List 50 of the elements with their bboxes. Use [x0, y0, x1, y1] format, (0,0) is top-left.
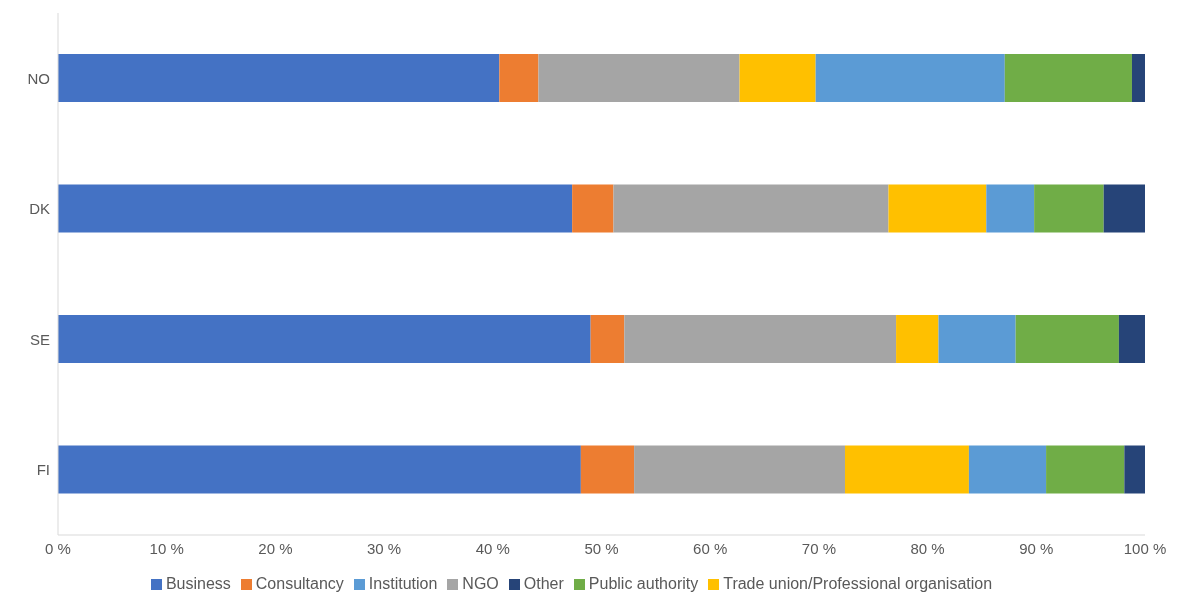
- bar: [538, 54, 740, 102]
- legend-label: Other: [523, 575, 564, 592]
- bar: [1004, 54, 1132, 102]
- bar: [896, 315, 939, 363]
- bar: [572, 184, 614, 233]
- legend-label: Public authority: [588, 575, 699, 592]
- bar: [58, 445, 581, 494]
- x-tick-label: 50 %: [584, 539, 619, 557]
- legend-label: Trade union/Professional organisation: [723, 575, 993, 592]
- bar: [499, 54, 539, 102]
- legend-label: NGO: [462, 575, 499, 592]
- y-tick-label: NO: [27, 69, 50, 87]
- bar: [624, 315, 897, 363]
- x-tick-label: 90 %: [1019, 539, 1054, 557]
- legend-label: Consultancy: [255, 575, 344, 592]
- x-tick-label: 100 %: [1123, 539, 1167, 557]
- y-tick-label: DK: [29, 200, 50, 218]
- y-tick-label: SE: [29, 330, 50, 348]
- bar: [1124, 445, 1145, 494]
- x-tick-label: 30 %: [367, 539, 402, 557]
- bar: [1046, 445, 1125, 494]
- y-tick-label: FI: [36, 461, 50, 479]
- x-tick-label: 60 %: [693, 539, 728, 557]
- bar: [1034, 184, 1104, 233]
- bar: [580, 445, 635, 494]
- legend-label: Business: [165, 575, 231, 592]
- bar: [888, 184, 987, 233]
- bar: [968, 445, 1047, 494]
- bar: [986, 184, 1035, 233]
- bar: [634, 445, 845, 494]
- bar: [590, 315, 625, 363]
- x-tick-label: 40 %: [475, 539, 510, 557]
- x-tick-label: 0 %: [45, 539, 71, 557]
- bar: [58, 315, 591, 363]
- bar: [739, 54, 816, 102]
- bar: [58, 54, 500, 102]
- bar: [1103, 184, 1145, 233]
- x-tick-label: 10 %: [149, 539, 184, 557]
- bar: [938, 315, 1016, 363]
- bar: [1118, 315, 1145, 363]
- x-tick-label: 20 %: [258, 539, 293, 557]
- bar: [815, 54, 1005, 102]
- bar: [1131, 54, 1145, 102]
- x-tick-label: 70 %: [801, 539, 836, 557]
- legend-label: Institution: [368, 575, 438, 592]
- x-tick-label: 80 %: [910, 539, 945, 557]
- bar: [1015, 315, 1119, 363]
- bar: [613, 184, 889, 233]
- bar: [844, 445, 969, 494]
- bar: [58, 184, 573, 233]
